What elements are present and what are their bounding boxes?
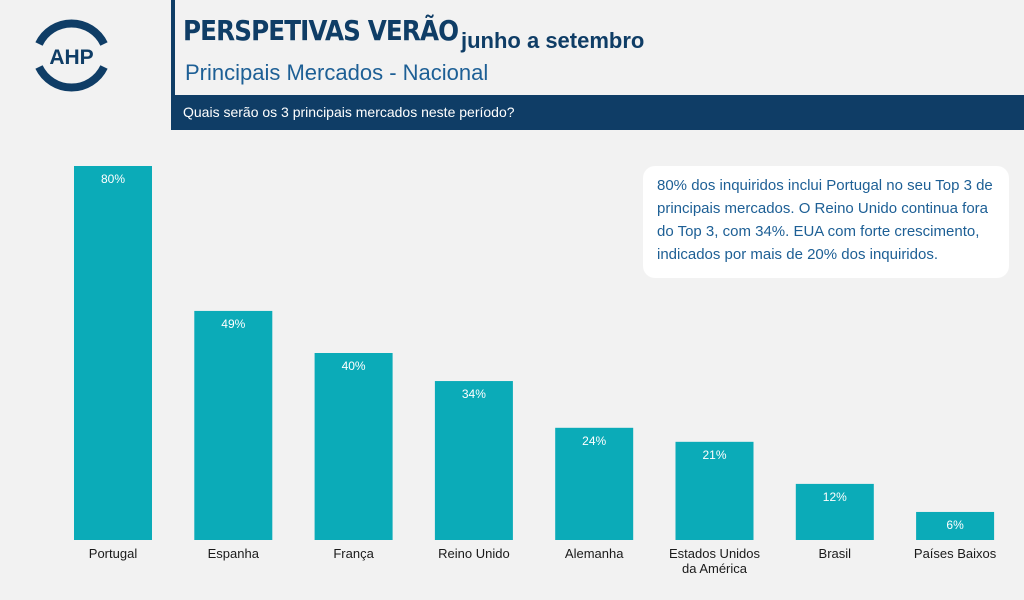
bar-4 [555,427,634,540]
bar-6 [795,483,874,540]
data-label-4: 24% [582,434,606,448]
data-label-0: 80% [101,172,125,186]
bar-0 [74,166,152,540]
bar-1 [194,310,273,540]
callout-text: 80% dos inquiridos inclui Portugal no se… [657,177,993,263]
question-text: Quais serão os 3 principais mercados nes… [183,104,515,120]
category-label-6: Brasil [819,546,852,561]
data-label-5: 21% [702,448,726,462]
bar-chart: 80% Portugal 49% Espanha 40% França 34% Reino U… [74,166,997,576]
data-label-7: 6% [946,518,964,532]
data-label-1: 49% [221,317,245,331]
title-row: PERSPETIVAS VERÃO [183,14,496,47]
category-label-7: Países Baixos [914,546,997,561]
bar-2 [314,353,393,540]
category-label-3: Reino Unido [438,546,510,561]
category-label-0: Portugal [89,546,138,561]
category-label-5-line-0: Estados Unidos [669,546,761,561]
bar-3 [434,381,513,540]
data-label-2: 40% [342,359,366,373]
title-period: junho a setembro [461,28,645,53]
category-label-5-line-1: da América [682,561,748,576]
category-label-4: Alemanha [565,546,624,561]
bar-5 [675,441,754,540]
bar-7 [916,511,995,540]
category-label-1: Espanha [208,546,260,561]
question-bar: Quais serão os 3 principais mercados nes… [171,95,1024,130]
category-label-2: França [333,546,374,561]
data-label-3: 34% [462,387,486,401]
logo-text: AHP [49,46,93,69]
ahp-logo: AHP [27,11,116,100]
header-divider [171,0,175,130]
page-title: PERSPETIVAS VERÃO [183,14,459,47]
insight-callout: 80% dos inquiridos inclui Portugal no se… [643,166,1009,278]
page-subtitle: Principais Mercados - Nacional [185,60,489,85]
data-label-6: 12% [823,490,847,504]
